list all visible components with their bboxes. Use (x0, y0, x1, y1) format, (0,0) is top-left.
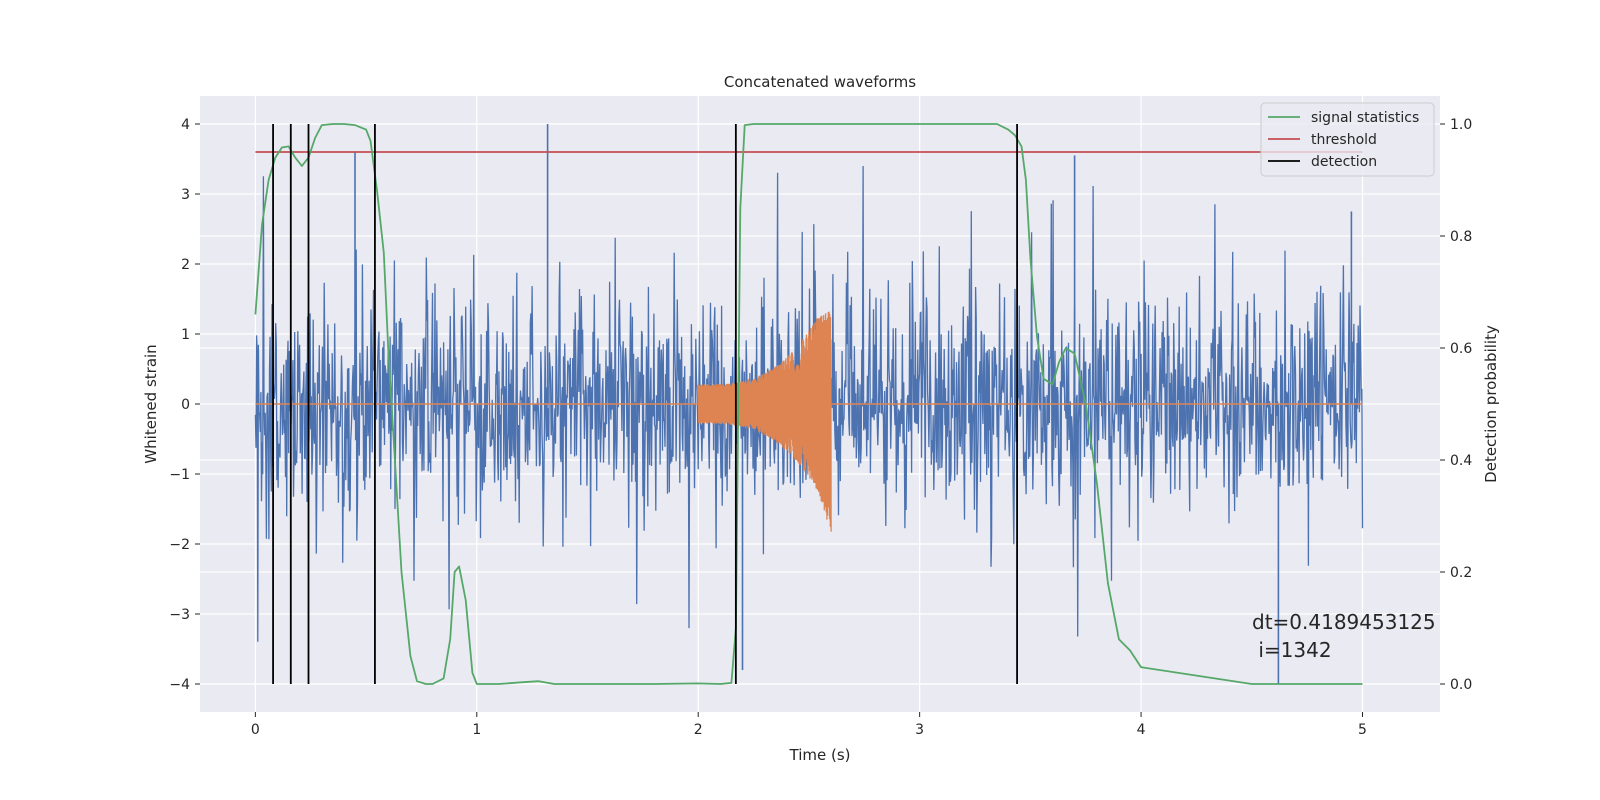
chart-title: Concatenated waveforms (724, 73, 916, 91)
x-tick-label: 5 (1358, 722, 1367, 738)
y2-axis-label: Detection probability (1482, 325, 1500, 483)
y2-tick-label: 0.0 (1450, 677, 1472, 693)
legend: signal statistics threshold detection (1260, 102, 1435, 177)
y-tick-label: −3 (169, 607, 190, 623)
x-tick-label: 0 (251, 722, 260, 738)
injected-waveform-series (255, 311, 1363, 532)
y-tick-label: 1 (181, 327, 190, 343)
detection-lines (272, 124, 1018, 684)
y-tick-label: 4 (181, 117, 190, 133)
legend-label-statistics: signal statistics (1311, 110, 1419, 126)
signal-statistics-series (254, 123, 1363, 685)
x-tick-label: 1 (472, 722, 481, 738)
y-tick-label: −4 (169, 677, 190, 693)
x-tick-label: 4 (1137, 722, 1146, 738)
x-tick-label: 2 (694, 722, 703, 738)
y2-tick-label: 0.8 (1450, 229, 1472, 245)
y-tick-label: −2 (169, 537, 190, 553)
legend-label-threshold: threshold (1311, 132, 1377, 148)
x-axis-label: Time (s) (789, 746, 851, 764)
annotation: dt=0.4189453125 i=1342 (1252, 610, 1436, 662)
injected-chirp (697, 311, 832, 532)
y2-tick-label: 1.0 (1450, 117, 1472, 133)
annotation-index: i=1342 (1252, 638, 1332, 662)
noise-extremes (354, 124, 1353, 684)
annotation-dt: dt=0.4189453125 (1252, 610, 1436, 634)
y2-tick-label: 0.2 (1450, 565, 1472, 581)
axis-ticks: 0 1 2 3 4 5 −4 −3 −2 −1 0 1 2 3 4 0.0 0.2 0.4 0.6 0.8 1.0 (169, 117, 1472, 738)
y-axis-label: Whitened strain (142, 344, 160, 463)
x-tick-label: 3 (915, 722, 924, 738)
y-tick-label: 0 (181, 397, 190, 413)
y-tick-label: −1 (169, 467, 190, 483)
y-tick-label: 2 (181, 257, 190, 273)
legend-label-detection: detection (1311, 154, 1377, 170)
y-tick-label: 3 (181, 187, 190, 203)
y2-tick-label: 0.4 (1450, 453, 1472, 469)
y2-tick-label: 0.6 (1450, 341, 1472, 357)
legend-box (1260, 102, 1435, 177)
signal-statistics-line (254, 123, 1363, 685)
